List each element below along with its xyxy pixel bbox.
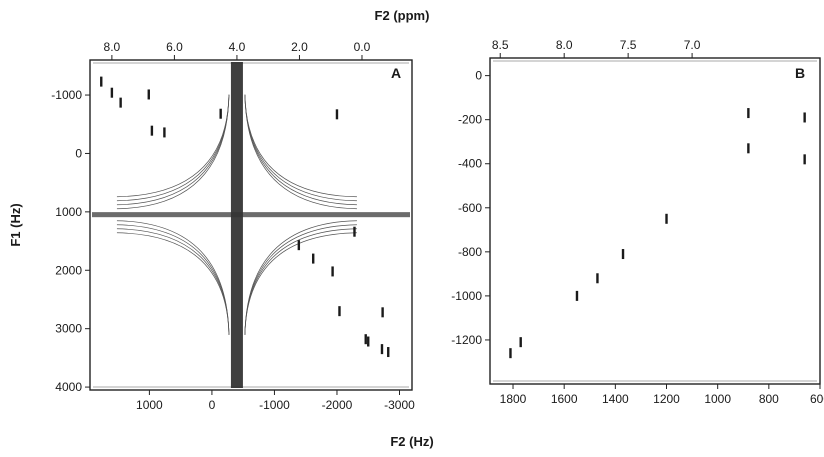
panel-b: B 1800 1600 1400 1200 1000 800 600 -1200 -1000 -80… (451, 38, 824, 406)
panel-a-cross-peak (163, 127, 166, 138)
panel-a-y-tick-label: 3000 (55, 322, 82, 336)
panel-b-y-tick-label: -200 (458, 113, 482, 127)
panel-a-top-tick-label: 2.0 (291, 40, 308, 54)
panel-a-cross-peak (219, 108, 222, 119)
top-axis-title: F2 (ppm) (375, 8, 430, 23)
panel-a-top-tick-label: 0.0 (354, 40, 371, 54)
solvent-vertical-ridge (230, 62, 243, 388)
panel-b-y-tick-label: -1000 (451, 289, 482, 303)
panel-b-x-tick-label: 1400 (602, 392, 629, 406)
panel-b-y-tick-label: -400 (458, 157, 482, 171)
panel-b-top-tick-label: 8.0 (556, 38, 573, 52)
panel-b-cross-peak (596, 273, 599, 284)
panel-b-cross-peak (621, 249, 625, 260)
panel-a: A 1000 0 -1000 -2000 -3000 -1000 0 1000 2000 3000 4… (51, 40, 415, 412)
panel-b-top-tick-label: 7.0 (684, 38, 701, 52)
panel-a-cross-peak (150, 125, 154, 136)
panel-b-cross-peak (519, 337, 522, 348)
panel-a-cross-peak (312, 253, 315, 264)
panel-b-x-tick-label: 800 (759, 392, 779, 406)
panel-b-top-tick-label: 8.5 (492, 38, 509, 52)
panel-b-x-tick-label: 600 (810, 392, 824, 406)
panel-b-cross-peak (665, 213, 668, 224)
panel-a-cross-peak (335, 109, 339, 120)
panel-a-x-tick-label: -2000 (322, 398, 353, 412)
panel-b-x-tick-label: 1000 (704, 392, 731, 406)
panel-a-top-tick-label: 6.0 (166, 40, 183, 54)
panel-b-x-tick-label: 1200 (653, 392, 680, 406)
panel-b-y-tick-label: -1200 (451, 333, 482, 347)
panel-b-cross-peak (747, 108, 750, 119)
panel-a-y-tick-label: 4000 (55, 380, 82, 394)
panel-a-cross-peak (387, 347, 390, 358)
panel-a-frame (89, 59, 413, 391)
panel-a-cross-peak (367, 336, 370, 347)
panel-a-cross-peak (364, 334, 367, 345)
panel-a-cross-peak (338, 306, 341, 317)
panel-a-x-tick-label: -3000 (384, 398, 415, 412)
panel-b-y-tick-label: 0 (475, 69, 482, 83)
panel-a-x-tick-label: -1000 (259, 398, 290, 412)
panel-b-frame (489, 57, 821, 385)
panel-b-cross-peak (509, 348, 512, 359)
panel-a-x-tick-label: 0 (209, 398, 216, 412)
panel-b-cross-peak (747, 143, 750, 154)
panel-b-cross-peak (803, 154, 806, 165)
solvent-contour-line (116, 94, 357, 335)
panel-b-top-tick-label: 7.5 (620, 38, 637, 52)
panel-a-top-tick-label: 8.0 (104, 40, 121, 54)
left-axis-title: F1 (Hz) (8, 203, 23, 246)
panel-a-letter: A (391, 65, 401, 81)
panel-b-x-tick-label: 1600 (551, 392, 578, 406)
panel-a-cross-peak (119, 97, 122, 108)
solvent-contour-line (116, 94, 357, 335)
panel-a-y-tick-label: -1000 (51, 88, 82, 102)
solvent-contour-line (116, 94, 357, 335)
panel-a-cross-peak (380, 344, 384, 355)
panel-a-cross-peak (110, 87, 114, 98)
panel-b-cross-peak (575, 290, 579, 301)
panel-b-x-tick-label: 1800 (500, 392, 527, 406)
panel-b-cross-peak (803, 112, 806, 123)
panel-a-cross-peak (381, 307, 384, 318)
panel-b-y-tick-label: -800 (458, 245, 482, 259)
panel-a-y-tick-label: 2000 (55, 263, 82, 277)
panel-b-letter: B (795, 65, 805, 81)
panel-b-y-tick-label: -600 (458, 201, 482, 215)
panel-a-y-tick-label: 0 (75, 146, 82, 160)
panel-a-y-tick-label: 1000 (55, 205, 82, 219)
panel-a-cross-peak (100, 76, 103, 87)
solvent-contour-line (116, 94, 357, 335)
panel-a-cross-peak (297, 240, 301, 251)
panel-a-x-tick-label: 1000 (136, 398, 163, 412)
panel-a-cross-peak (331, 266, 334, 277)
panel-a-cross-peak (353, 226, 356, 237)
panel-a-cross-peak (147, 89, 150, 100)
panel-a-top-tick-label: 4.0 (229, 40, 246, 54)
bottom-axis-title: F2 (Hz) (390, 434, 433, 449)
